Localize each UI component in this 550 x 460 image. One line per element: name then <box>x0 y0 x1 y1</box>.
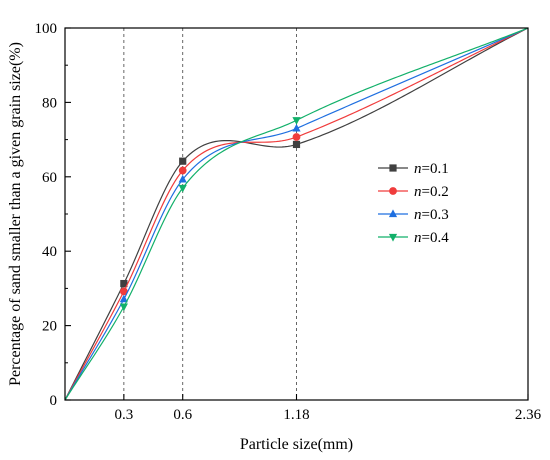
x-axis-label: Particle size(mm) <box>240 436 353 453</box>
legend-marker <box>389 187 397 195</box>
series-1 <box>64 27 529 401</box>
series-4 <box>64 27 529 401</box>
y-tick-label: 40 <box>42 244 57 260</box>
legend-item: n=0.1 <box>378 161 449 177</box>
y-axis-label: Percentage of sand smaller than a given … <box>7 42 24 386</box>
reference-lines <box>123 28 297 400</box>
legend-marker <box>388 209 398 218</box>
data-point <box>178 184 187 193</box>
data-point <box>178 174 187 183</box>
y-tick-label: 80 <box>42 95 57 111</box>
data-point <box>119 287 128 296</box>
data-point <box>292 140 301 149</box>
y-tick-label: 20 <box>42 319 57 335</box>
legend-item: n=0.2 <box>378 184 449 200</box>
legend: n=0.1 n=0.2 n=0.3 n=0.4 <box>378 161 449 246</box>
data-point <box>120 279 128 288</box>
y-tick-label: 0 <box>50 393 58 409</box>
data-point <box>292 117 301 125</box>
series-layer <box>64 27 529 401</box>
x-tick-label: 1.18 <box>283 407 309 423</box>
data-point <box>178 166 187 175</box>
legend-marker <box>389 164 397 172</box>
data-point <box>119 294 128 303</box>
legend-item: n=0.3 <box>378 207 449 223</box>
x-tick-label: 0.3 <box>114 407 133 423</box>
x-tick-label: 2.36 <box>515 407 542 423</box>
legend-label: n=0.1 <box>414 161 449 177</box>
x-tick-label: 0.6 <box>173 407 192 423</box>
y-tick-label: 60 <box>42 170 57 186</box>
legend-marker <box>388 233 398 242</box>
series-3 <box>64 27 529 401</box>
legend-label: n=0.2 <box>414 184 449 200</box>
data-point <box>179 157 187 165</box>
data-point <box>292 123 301 132</box>
y-tick-label: 100 <box>35 21 58 37</box>
legend-item: n=0.4 <box>378 230 449 246</box>
axis-ticks: 0 20 40 60 80 100 0.3 0.6 1.18 2.36 <box>35 21 542 423</box>
legend-label: n=0.4 <box>414 230 449 246</box>
data-point <box>119 303 128 312</box>
data-point <box>292 133 301 141</box>
legend-label: n=0.3 <box>414 207 449 223</box>
series-2 <box>64 27 529 401</box>
